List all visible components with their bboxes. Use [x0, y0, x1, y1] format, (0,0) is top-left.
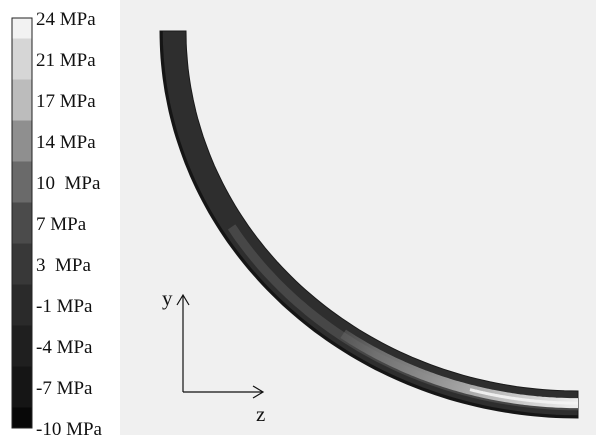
legend-label: 7 MPa [36, 214, 87, 235]
legend-swatch [12, 79, 32, 121]
z-axis-label: z [256, 402, 265, 426]
legend-label: 17 MPa [36, 91, 96, 112]
coordinate-axes: y z [162, 286, 265, 426]
legend-labels: 24 MPa 21 MPa 17 MPa 14 MPa 10 MPa 7 MPa 3 MPa… [36, 9, 103, 435]
y-axis-label: y [162, 286, 173, 310]
legend-label: 24 MPa [36, 9, 96, 30]
legend-swatch [12, 243, 32, 285]
legend-label: -1 MPa [36, 296, 93, 317]
legend-label: 14 MPa [36, 132, 96, 153]
stress-contour-plot [159, 30, 579, 419]
legend: 24 MPa 21 MPa 17 MPa 14 MPa 10 MPa 7 MPa 3 MPa… [11, 9, 103, 435]
legend-label: 3 MPa [36, 255, 91, 276]
legend-swatch [12, 284, 32, 326]
legend-border [11, 17, 33, 429]
legend-swatch [12, 202, 32, 244]
legend-label: -4 MPa [36, 337, 93, 358]
legend-swatch [12, 18, 32, 39]
z-axis-arrowhead [252, 385, 265, 399]
legend-swatch [12, 161, 32, 203]
legend-swatch [12, 38, 32, 80]
legend-label: 21 MPa [36, 50, 96, 71]
legend-swatch [12, 120, 32, 162]
legend-label: -10 MPa [36, 419, 103, 435]
contour-band-peak [469, 388, 578, 405]
legend-swatch [12, 325, 32, 367]
contour-band-outer-edge [160, 31, 578, 418]
legend-label: -7 MPa [36, 378, 93, 399]
legend-swatches [12, 18, 32, 428]
legend-label: 10 MPa [36, 173, 101, 194]
y-axis-arrowhead [176, 293, 190, 306]
contour-overlays [160, 31, 578, 418]
legend-swatch [12, 366, 32, 408]
legend-swatch [12, 407, 32, 428]
plot-background [120, 0, 596, 435]
